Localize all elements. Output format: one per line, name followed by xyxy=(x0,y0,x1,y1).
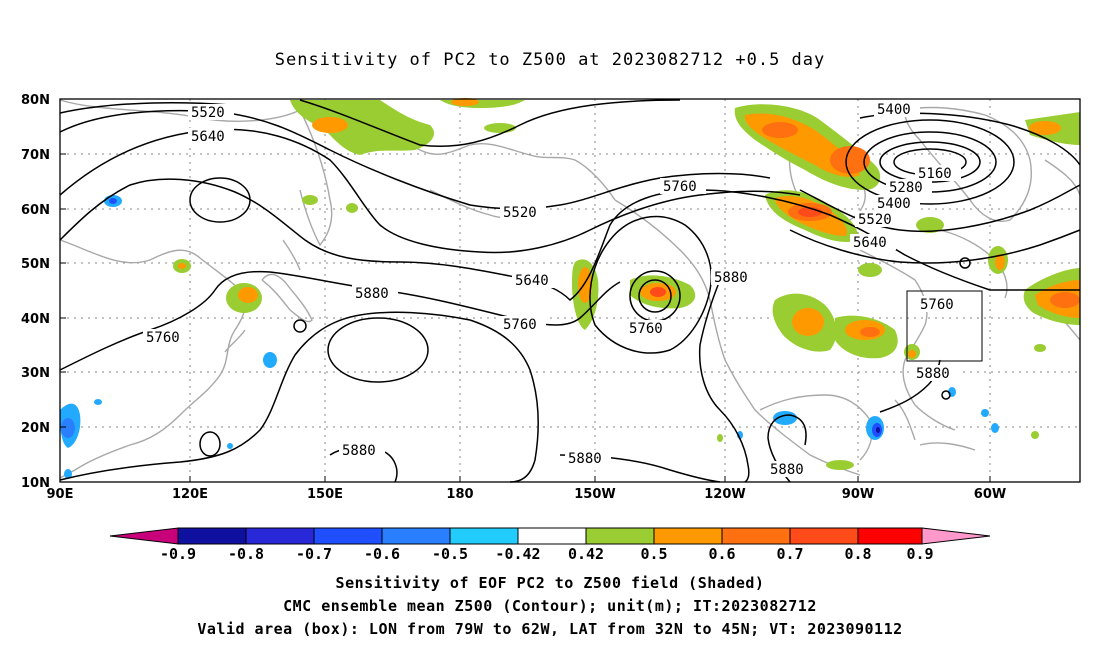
colorbar-label: 0.42 xyxy=(568,545,604,563)
chart-title: Sensitivity of PC2 to Z500 at 2023082712… xyxy=(274,50,826,70)
lon-label: 60W xyxy=(974,487,1006,502)
contour-labels: 5520 5640 5400 5160 5280 5400 5520 5640 … xyxy=(143,101,963,478)
colorbar-label: -0.8 xyxy=(228,545,264,563)
colorbar-swatch xyxy=(313,527,383,545)
colorbar-label: -0.9 xyxy=(160,545,196,563)
colorbar-swatch xyxy=(177,527,247,545)
contour-label: 5760 xyxy=(920,297,954,313)
colorbar-swatch xyxy=(245,527,315,545)
contour-label: 5640 xyxy=(853,235,887,251)
lat-label: 20N xyxy=(21,421,50,436)
latitude-labels: 80N 70N 60N 50N 40N 30N 20N 10N xyxy=(21,93,50,491)
footer-line-1: Sensitivity of EOF PC2 to Z500 field (Sh… xyxy=(335,574,765,592)
lat-label: 30N xyxy=(21,366,50,381)
colorbar-swatch xyxy=(585,527,655,545)
colorbar-label: -0.6 xyxy=(364,545,400,563)
lat-label: 80N xyxy=(21,93,50,108)
contour-label: 5880 xyxy=(916,366,950,382)
shading-negative xyxy=(60,195,999,479)
contour-label: 5520 xyxy=(858,212,892,228)
colorbar-label: 0.6 xyxy=(708,545,735,563)
footer-line-3: Valid area (box): LON from 79W to 62W, L… xyxy=(197,620,903,638)
shading-positive xyxy=(173,98,1080,470)
contour-label: 5760 xyxy=(503,317,537,333)
contour-label: 5400 xyxy=(877,196,911,212)
lat-label: 60N xyxy=(21,203,50,218)
contour-label: 5880 xyxy=(568,451,602,467)
colorbar-label: -0.5 xyxy=(432,545,468,563)
colorbar-label: 0.7 xyxy=(776,545,803,563)
contour-label: 5760 xyxy=(663,179,697,195)
colorbar-swatch xyxy=(381,527,451,545)
valid-area-box xyxy=(906,290,983,362)
colorbar-swatch xyxy=(653,527,723,545)
colorbar-min-arrow xyxy=(109,527,179,545)
lon-label: 90E xyxy=(47,487,74,502)
colorbar-swatch xyxy=(517,527,587,545)
contour-label: 5760 xyxy=(146,330,180,346)
colorbar-swatch xyxy=(789,527,859,545)
lon-label: 150E xyxy=(307,487,343,502)
lon-label: 120E xyxy=(172,487,208,502)
colorbar-label: -0.7 xyxy=(296,545,332,563)
contour-label: 5280 xyxy=(889,180,923,196)
colorbar-label: -0.42 xyxy=(495,545,540,563)
colorbar-labels: -0.9 -0.8 -0.7 -0.6 -0.5 -0.42 0.42 0.5 … xyxy=(160,545,934,563)
contour-label: 5880 xyxy=(714,270,748,286)
contour-label: 5880 xyxy=(342,443,376,459)
contour-label: 5400 xyxy=(877,102,911,118)
colorbar-label: 0.8 xyxy=(844,545,871,563)
colorbar-swatch xyxy=(449,527,519,545)
lat-label: 40N xyxy=(21,312,50,327)
colorbar-max-arrow xyxy=(921,527,991,545)
contour-label: 5640 xyxy=(515,273,549,289)
contour-label: 5760 xyxy=(629,321,663,337)
lon-label: 120W xyxy=(704,487,745,502)
colorbar xyxy=(109,527,991,545)
colorbar-label: 0.5 xyxy=(640,545,667,563)
contour-label: 5640 xyxy=(191,129,225,145)
contour-label: 5520 xyxy=(191,105,225,121)
lat-label: 10N xyxy=(21,476,50,491)
colorbar-label: 0.9 xyxy=(906,545,933,563)
contour-label: 5520 xyxy=(503,205,537,221)
longitude-labels: 90E 120E 150E 180 150W 120W 90W 60W xyxy=(47,487,1007,502)
colorbar-swatch xyxy=(721,527,791,545)
colorbar-swatch xyxy=(857,527,923,545)
contour-label: 5160 xyxy=(918,166,952,182)
lon-label: 180 xyxy=(446,487,473,502)
contour-label: 5880 xyxy=(770,462,804,478)
lat-label: 70N xyxy=(21,148,50,163)
tick-marks xyxy=(60,98,991,482)
footer-line-2: CMC ensemble mean Z500 (Contour); unit(m… xyxy=(283,597,817,615)
lon-label: 150W xyxy=(574,487,615,502)
contour-label: 5880 xyxy=(355,286,389,302)
lon-label: 90W xyxy=(842,487,874,502)
lat-label: 50N xyxy=(21,257,50,272)
